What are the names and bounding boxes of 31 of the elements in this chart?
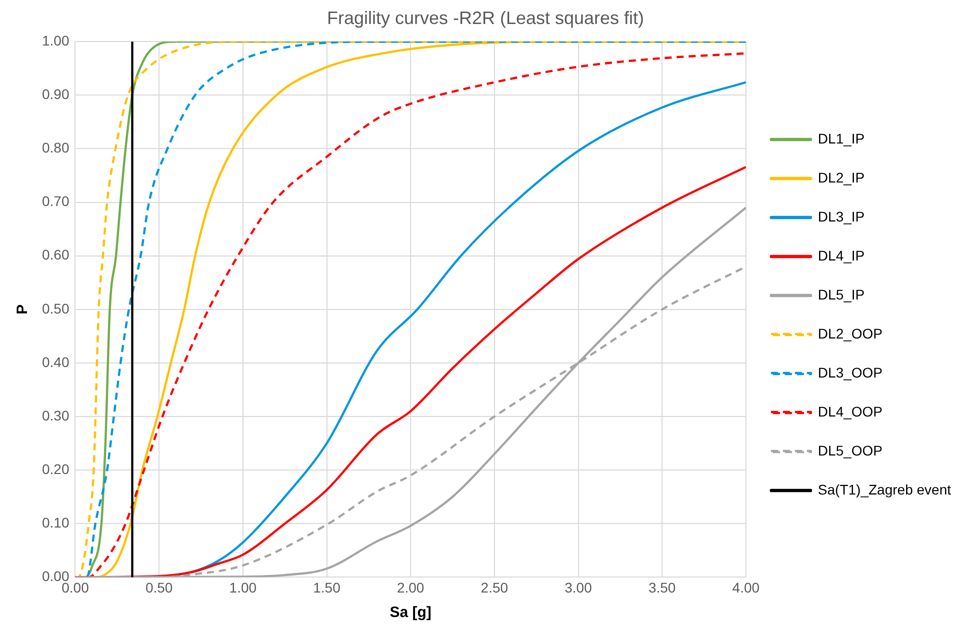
legend-label: DL1_IP bbox=[818, 130, 865, 146]
y-tick-label: 0.20 bbox=[42, 460, 70, 477]
x-tick-label: 1.50 bbox=[313, 579, 341, 596]
legend-label: DL2_OOP bbox=[818, 325, 883, 342]
x-tick-label: 2.50 bbox=[480, 579, 508, 596]
legend-label: DL4_IP bbox=[818, 247, 865, 264]
x-tick-label: 0.50 bbox=[145, 579, 173, 596]
y-tick-label: 0.60 bbox=[42, 246, 70, 263]
legend-label: DL5_IP bbox=[818, 286, 865, 302]
legend-label: DL3_IP bbox=[818, 208, 865, 224]
y-tick-label: 0.30 bbox=[42, 407, 70, 424]
legend-label: DL4_OOP bbox=[818, 403, 883, 420]
y-tick-label: 0.50 bbox=[42, 300, 70, 316]
y-tick-label: 0.80 bbox=[42, 140, 70, 156]
x-tick-label: 4.00 bbox=[732, 579, 760, 596]
y-tick-label: 0.40 bbox=[42, 354, 70, 370]
chart-title: Fragility curves -R2R (Least squares fit) bbox=[326, 8, 644, 28]
legend-label: DL5_OOP bbox=[818, 442, 883, 458]
legend-label: DL3_OOP bbox=[818, 364, 883, 380]
x-tick-label: 3.00 bbox=[564, 579, 592, 596]
x-tick-label: 1.00 bbox=[229, 579, 257, 596]
x-tick-label: 3.50 bbox=[648, 579, 676, 596]
y-tick-label: 0.10 bbox=[42, 514, 70, 530]
x-tick-label: 2.00 bbox=[396, 579, 424, 596]
y-axis-title: P bbox=[14, 304, 32, 314]
legend-label: Sa(T1)_Zagreb event bbox=[818, 481, 952, 498]
y-tick-label: 1.00 bbox=[42, 32, 70, 48]
legend-label: DL2_IP bbox=[818, 169, 865, 186]
x-axis-title: Sa [g] bbox=[390, 604, 432, 622]
y-tick-label: 0.70 bbox=[42, 193, 70, 210]
y-tick-label: 0.90 bbox=[42, 86, 70, 102]
